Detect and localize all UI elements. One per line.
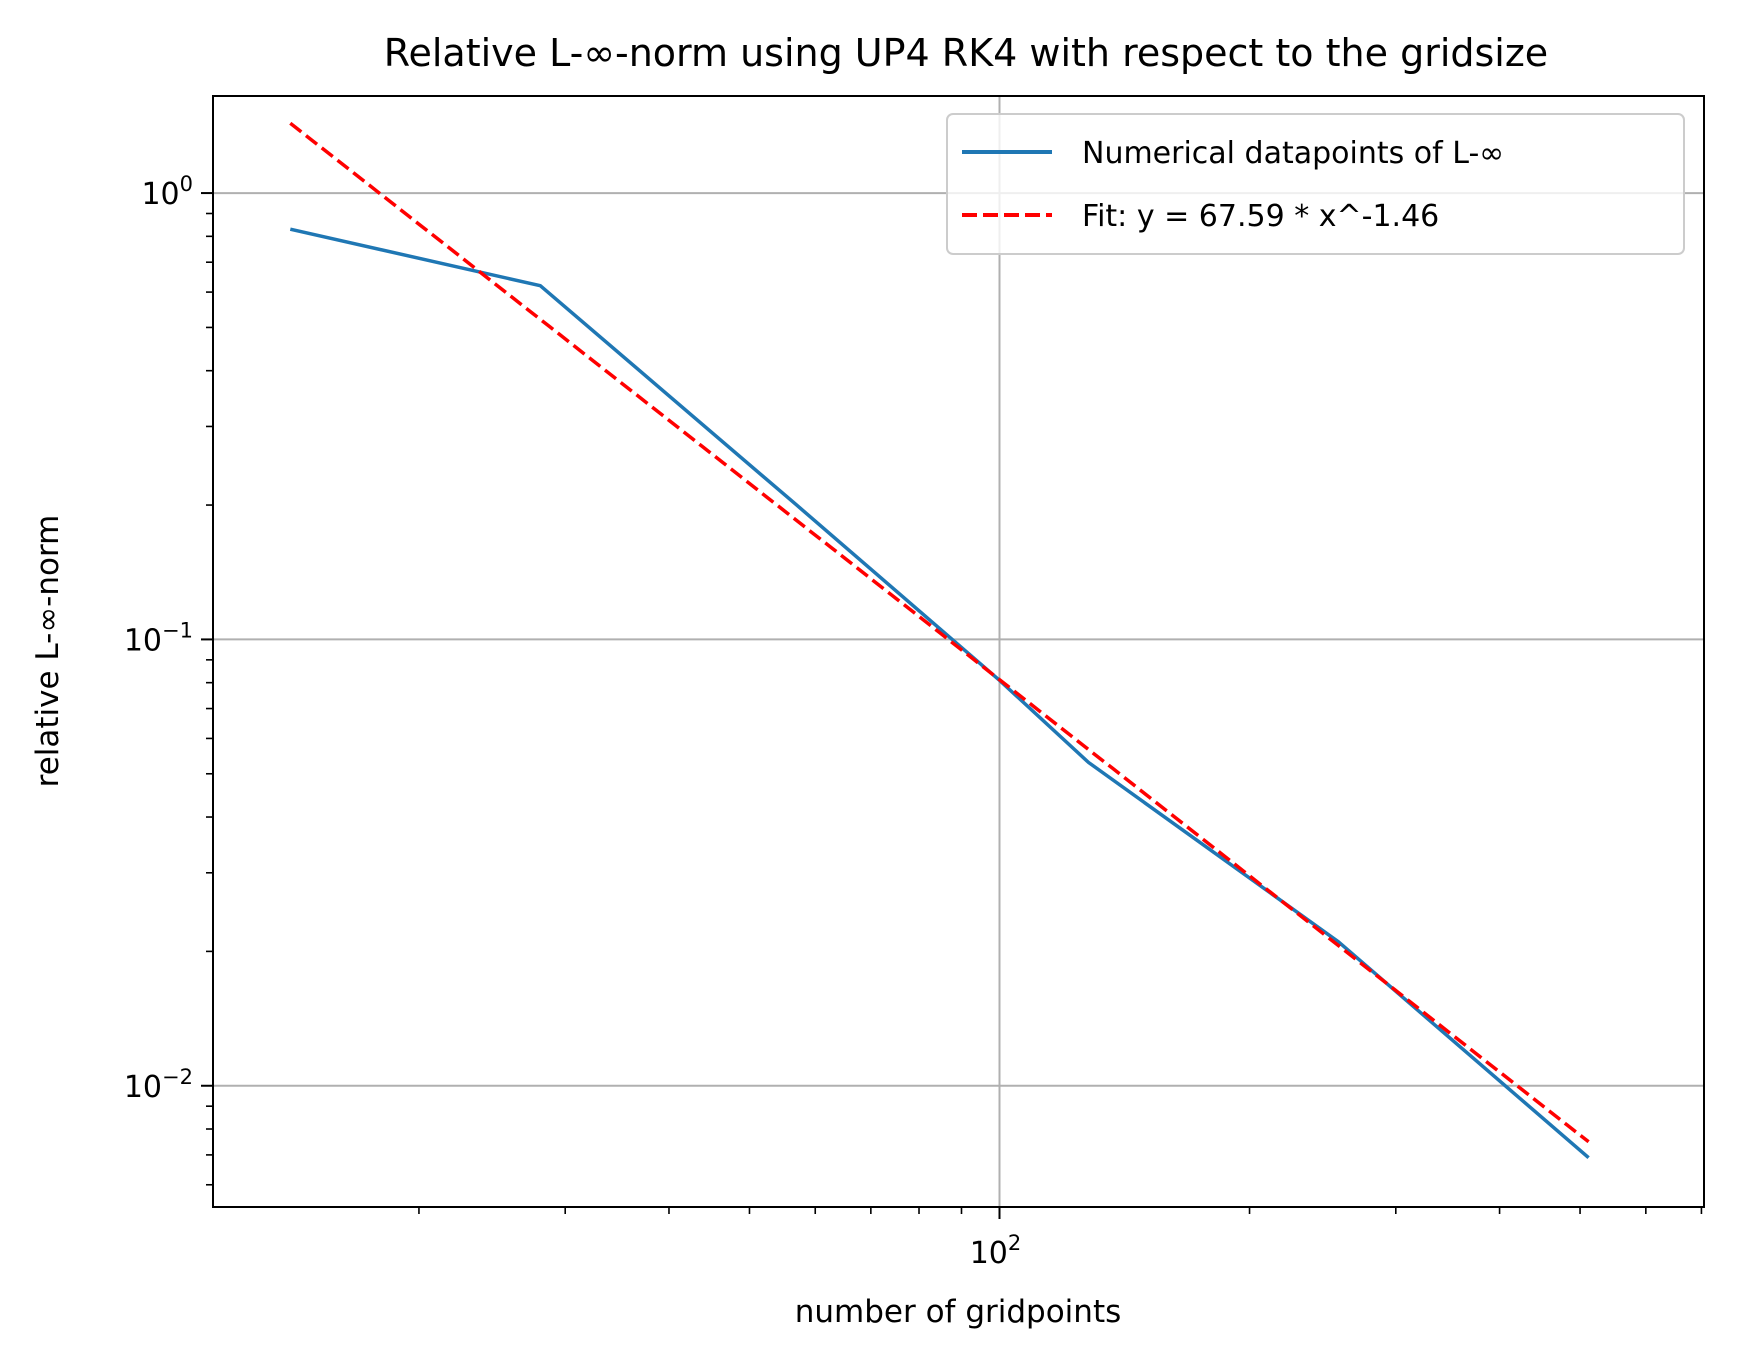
y-tick-label: 10−1 [124, 618, 193, 658]
y-tick-label-base: 10 [124, 1070, 162, 1105]
y-tick-label: 100 [141, 172, 193, 212]
legend-box [946, 113, 1685, 255]
legend-entry-fit: Fit: y = 67.59 * x^-1.46 [1082, 199, 1439, 234]
x-tick-label: 102 [970, 1231, 1022, 1271]
chart-title: Relative L-∞-norm using UP4 RK4 with res… [384, 31, 1548, 75]
y-tick-label-exponent: −1 [162, 618, 193, 642]
plot-area-frame [212, 95, 1705, 1208]
y-tick-label: 10−2 [124, 1065, 193, 1105]
x-tick-label-base: 10 [970, 1236, 1008, 1271]
y-tick-label-exponent: −2 [162, 1065, 193, 1089]
series-lines [289, 121, 1590, 1160]
x-axis-label: number of gridpoints [795, 1294, 1122, 1330]
y-tick-label-base: 10 [141, 177, 179, 212]
minor-ticks [206, 212, 1703, 1214]
y-axis-label: relative L-∞-norm [30, 515, 66, 788]
y-tick-label-base: 10 [124, 623, 162, 658]
y-tick-label-exponent: 0 [180, 172, 193, 196]
legend: Numerical datapoints of L-∞ Fit: y = 67.… [946, 113, 1685, 255]
legend-entry-numerical: Numerical datapoints of L-∞ [1082, 136, 1504, 171]
series-line-fit [289, 121, 1590, 1144]
x-tick-label-exponent: 2 [1008, 1231, 1021, 1255]
